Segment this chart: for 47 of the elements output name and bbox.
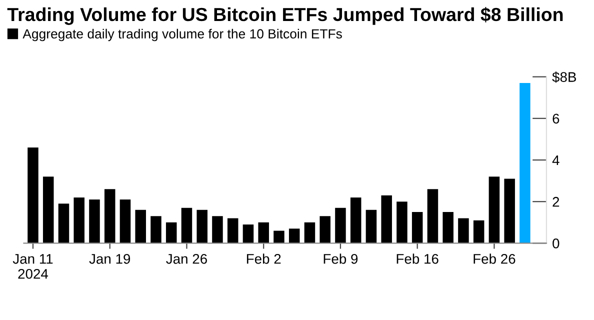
bar — [366, 210, 377, 244]
bar — [89, 200, 100, 244]
bar — [135, 210, 146, 244]
bar — [335, 208, 346, 244]
y-tick-label: $8B — [552, 72, 576, 83]
bar — [258, 222, 269, 244]
bar — [150, 216, 162, 244]
bar — [458, 218, 469, 244]
bar — [196, 210, 208, 244]
bar — [320, 216, 330, 244]
bar — [350, 197, 362, 244]
bar — [412, 212, 423, 244]
bar — [288, 228, 300, 244]
bar — [166, 222, 177, 244]
bar — [520, 83, 530, 244]
y-tick-label: 6 — [552, 114, 560, 124]
x-tick-label: Jan 26 — [166, 254, 207, 264]
bar — [104, 189, 116, 244]
y-tick-label: 4 — [552, 155, 560, 166]
bar — [227, 218, 238, 244]
bar — [181, 208, 192, 244]
x-tick-label: Feb 9 — [324, 254, 358, 264]
bar — [488, 176, 500, 244]
y-tick-label: 2 — [552, 196, 560, 207]
x-tick-label: Jan 19 — [89, 254, 130, 264]
bar — [442, 212, 454, 244]
x-tick-label: Jan 11 2024 — [12, 254, 53, 279]
bar — [427, 189, 438, 244]
bar — [381, 195, 392, 244]
bar — [304, 222, 316, 244]
bar — [212, 216, 223, 244]
bar — [274, 230, 284, 244]
legend-label: Aggregate daily trading volume for the 10 Bitcoin ETFs — [22, 28, 342, 42]
x-tick-label: Feb 2 — [246, 254, 281, 264]
chart-title: Trading Volume for US Bitcoin ETFs Jumped Toward $8 Billion — [7, 7, 563, 25]
bar — [28, 148, 38, 244]
bar — [242, 224, 254, 244]
bar — [42, 176, 54, 244]
x-tick-label: Feb 16 — [396, 254, 438, 264]
bar — [120, 200, 131, 244]
bar — [74, 197, 84, 244]
x-tick-label: Feb 26 — [474, 254, 516, 264]
bar — [58, 204, 70, 244]
y-tick-label: 0 — [552, 238, 560, 248]
bar — [396, 202, 408, 244]
bar — [504, 178, 515, 244]
bar — [473, 220, 484, 244]
